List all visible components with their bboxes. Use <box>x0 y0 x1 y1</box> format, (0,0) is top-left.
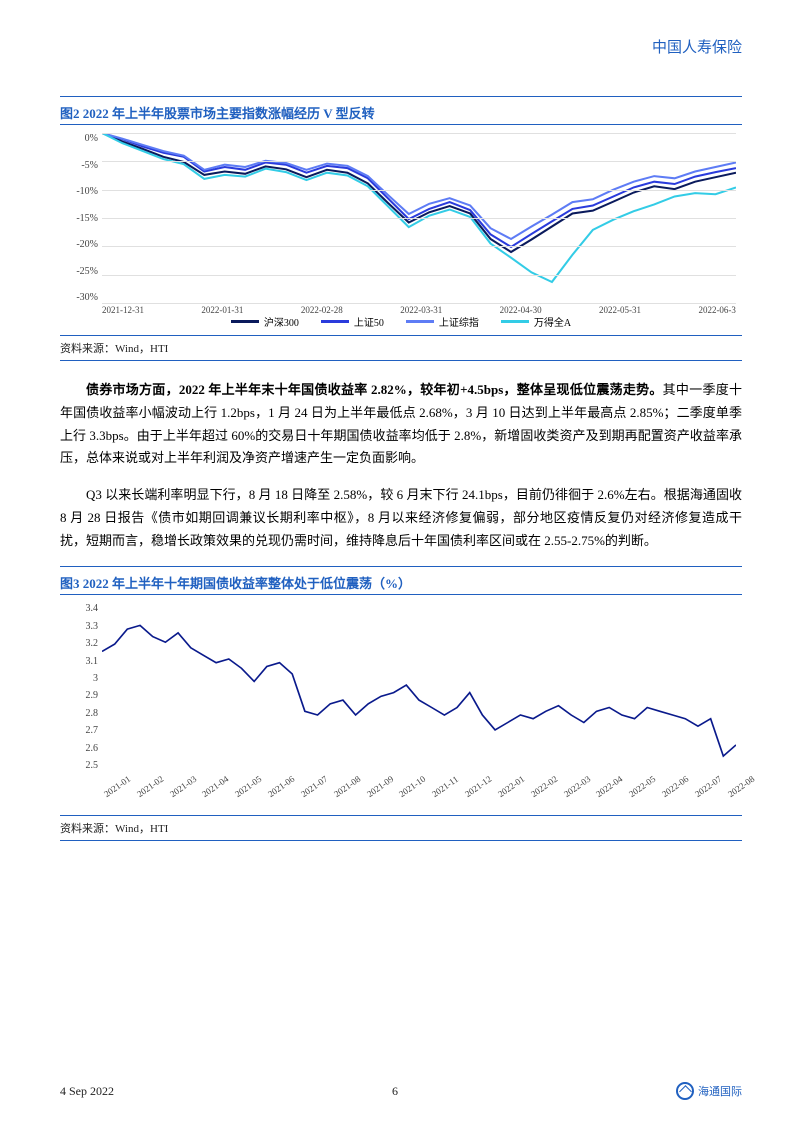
figure-3-svg <box>102 603 736 771</box>
haitong-logo-icon <box>676 1082 694 1100</box>
figure-2-yaxis: 0%-5%-10%-15%-20%-25%-30% <box>68 133 98 303</box>
paragraph-1: 债券市场方面，2022 年上半年末十年国债收益率 2.82%，较年初+4.5bp… <box>60 379 742 470</box>
figure-3-source: 资料来源：Wind，HTI <box>60 815 742 840</box>
figure-3-title: 图3 2022 年上半年十年期国债收益率整体处于低位震荡（%） <box>60 567 742 595</box>
footer-date: 4 Sep 2022 <box>60 1084 114 1099</box>
figure-2-grid <box>102 133 736 303</box>
figure-2-source: 资料来源：Wind，HTI <box>60 335 742 360</box>
figure-2-legend: 沪深300上证50上证综指万得全A <box>60 310 742 335</box>
paragraph-2: Q3 以来长端利率明显下行，8 月 18 日降至 2.58%，较 6 月末下行 … <box>60 484 742 552</box>
figure-3-xaxis: 2021-012021-022021-032021-042021-052021-… <box>102 791 736 801</box>
figure-2-block: 图2 2022 年上半年股票市场主要指数涨幅经历 V 型反转 0%-5%-10%… <box>60 96 742 361</box>
p1-bold: 债券市场方面，2022 年上半年末十年国债收益率 2.82%，较年初+4.5bp… <box>86 382 663 397</box>
footer-logo: 海通国际 <box>676 1082 742 1100</box>
footer-logo-text: 海通国际 <box>698 1083 742 1099</box>
footer-page: 6 <box>392 1084 398 1099</box>
company-header: 中国人寿保险 <box>652 36 742 57</box>
body-text-block: 债券市场方面，2022 年上半年末十年国债收益率 2.82%，较年初+4.5bp… <box>60 379 742 552</box>
figure-3-block: 图3 2022 年上半年十年期国债收益率整体处于低位震荡（%） 3.43.33.… <box>60 566 742 841</box>
figure-3-grid <box>102 603 736 771</box>
figure-2-chart: 0%-5%-10%-15%-20%-25%-30% 2021-12-312022… <box>60 125 742 335</box>
figure-2-title: 图2 2022 年上半年股票市场主要指数涨幅经历 V 型反转 <box>60 97 742 125</box>
figure-3-yaxis: 3.43.33.23.132.92.82.72.62.5 <box>68 603 98 771</box>
page-footer: 4 Sep 2022 6 海通国际 <box>60 1082 742 1100</box>
figure-3-chart: 3.43.33.23.132.92.82.72.62.5 2021-012021… <box>60 595 742 815</box>
